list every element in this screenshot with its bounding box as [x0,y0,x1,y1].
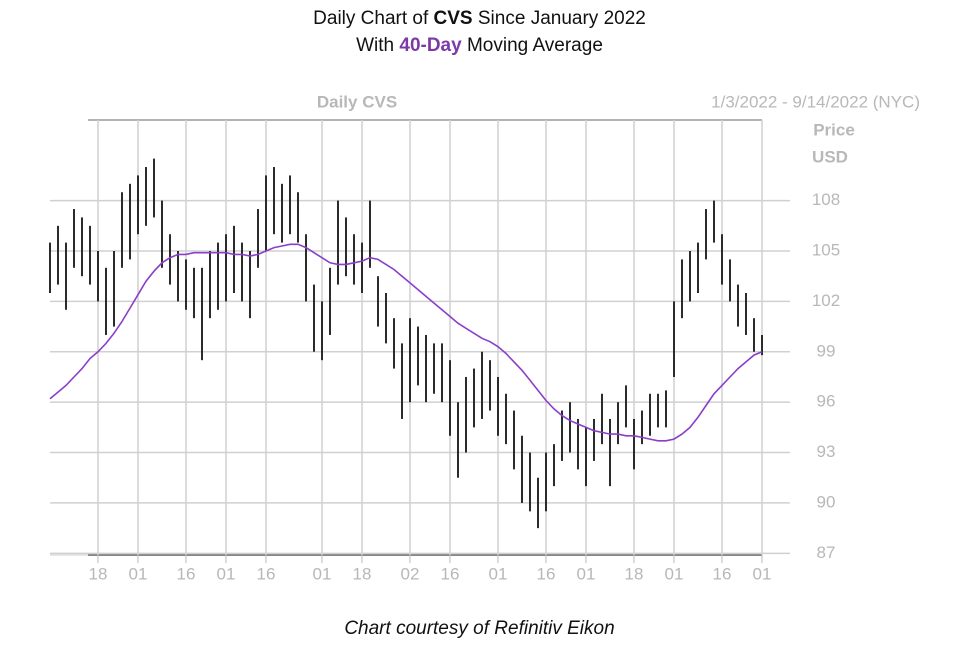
x-tick-label: 18 [89,564,108,583]
subtitle-suffix: Moving Average [461,35,603,56]
x-tick-label: 18 [625,564,644,583]
y-tick-label: 87 [817,543,836,562]
x-tick-label: 01 [129,564,148,583]
title-suffix: Since January 2022 [472,8,646,29]
moving-average [49,243,763,442]
title-prefix: Daily Chart of [313,8,434,29]
y-tick-label: 102 [812,291,840,310]
x-tick-label: 01 [313,564,332,583]
title: Daily Chart of CVS Since January 2022 [0,8,959,30]
title-emphasis: CVS [433,8,473,29]
footer: Chart courtesy of Refinitiv Eikon [344,618,615,639]
axis-label: Price [813,120,855,139]
y-tick-label: 108 [812,190,840,209]
x-tick-label: 16 [257,564,276,583]
x-tick-label: 01 [665,564,684,583]
x-tick-label: 18 [353,564,372,583]
y-tick-label: 99 [817,341,836,360]
x-tick-label: 16 [537,564,556,583]
y-tick-label: 90 [817,492,836,511]
x-tick-label: 02 [401,564,420,583]
chart: Daily CVS 1/3/2022 - 9/14/2022 (NYC) Pri… [49,92,920,583]
y-tick-label: 105 [812,240,840,259]
y-tick-label: 96 [817,392,836,411]
x-tick-label: 16 [441,564,460,583]
x-tick-label: 01 [217,564,236,583]
x-tick-label: 01 [489,564,508,583]
x-tick-label: 01 [577,564,596,583]
panel-title: Daily CVS [317,92,397,111]
subtitle-emphasis: 40-Day [399,35,462,56]
subtitle: With 40-Day Moving Average [0,35,959,57]
y-tick-label: 93 [817,442,836,461]
axis-label: USD [812,147,848,166]
x-tick-label: 01 [753,564,772,583]
subtitle-prefix: With [356,35,400,56]
x-tick-label: 16 [713,564,732,583]
date-range: 1/3/2022 - 9/14/2022 (NYC) [711,92,920,111]
x-tick-label: 16 [177,564,196,583]
